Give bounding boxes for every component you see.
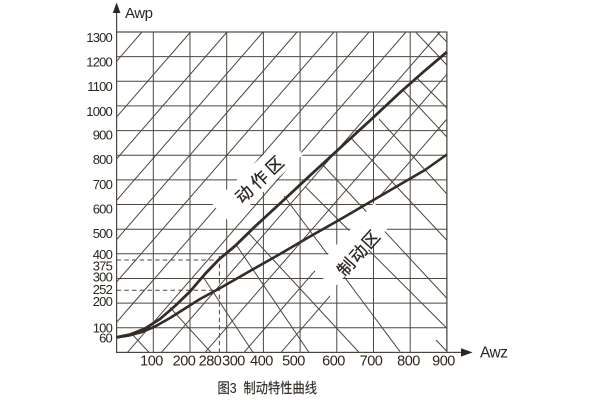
svg-text:800: 800 <box>93 152 113 167</box>
svg-text:280: 280 <box>199 354 222 370</box>
svg-text:200: 200 <box>93 294 113 309</box>
svg-text:1200: 1200 <box>86 55 112 70</box>
svg-text:60: 60 <box>99 330 112 345</box>
svg-text:375: 375 <box>93 258 113 273</box>
svg-text:100: 100 <box>93 321 113 336</box>
svg-text:Awp: Awp <box>125 5 153 22</box>
svg-text:700: 700 <box>93 177 113 192</box>
svg-text:900: 900 <box>432 354 455 370</box>
svg-text:900: 900 <box>93 128 113 143</box>
svg-text:300: 300 <box>222 354 245 370</box>
svg-text:252: 252 <box>93 282 113 297</box>
svg-text:600: 600 <box>322 354 345 370</box>
svg-text:Awz: Awz <box>480 345 508 362</box>
svg-text:800: 800 <box>397 354 420 370</box>
svg-text:200: 200 <box>173 354 196 370</box>
svg-text:3: 3 <box>230 380 237 396</box>
svg-text:500: 500 <box>282 354 305 370</box>
svg-text:500: 500 <box>93 226 113 241</box>
svg-text:1100: 1100 <box>87 79 112 94</box>
svg-text:400: 400 <box>250 354 273 370</box>
svg-text:100: 100 <box>140 354 163 370</box>
svg-text:1300: 1300 <box>86 30 112 45</box>
svg-text:600: 600 <box>93 202 113 217</box>
svg-text:1000: 1000 <box>86 104 112 119</box>
svg-text:300: 300 <box>93 270 113 285</box>
svg-text:400: 400 <box>93 247 113 262</box>
svg-text:700: 700 <box>360 354 383 370</box>
